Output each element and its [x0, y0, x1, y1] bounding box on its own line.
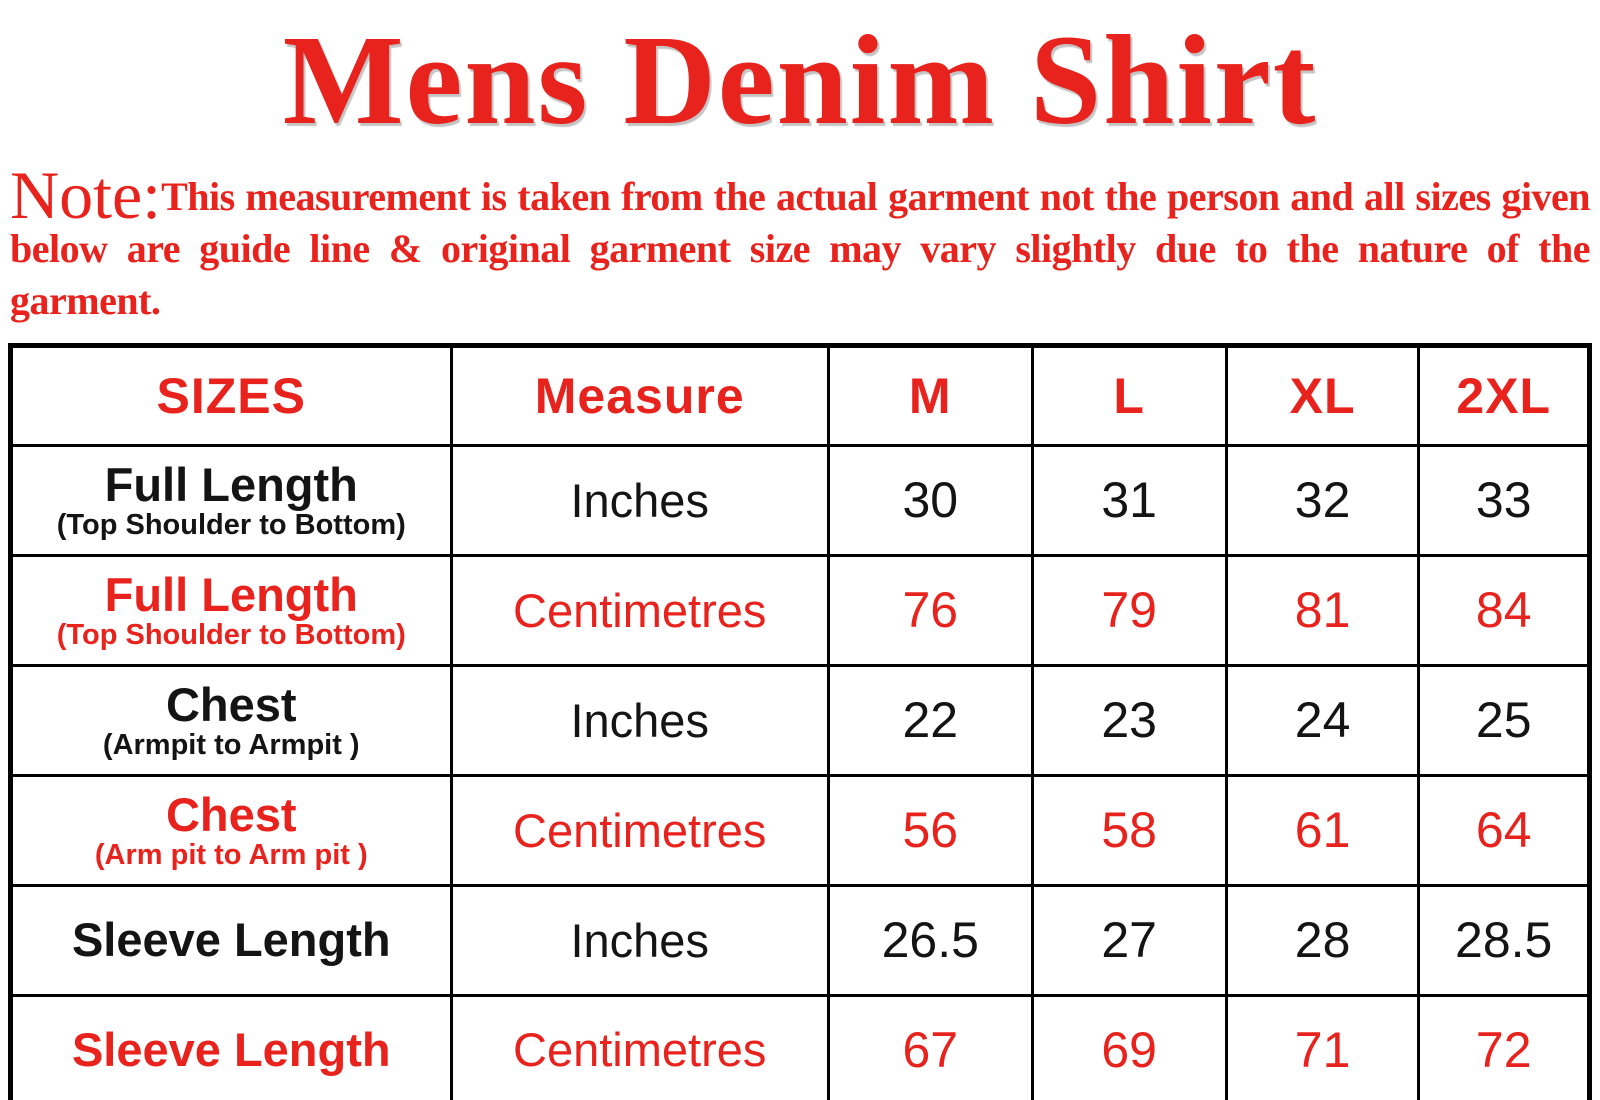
note-label: Note:: [10, 156, 162, 233]
value-cell-xl: 61: [1224, 773, 1421, 887]
row-sublabel: (Arm pit to Arm pit ): [94, 838, 368, 871]
value-cell-l: 31: [1030, 443, 1228, 557]
row-label-cell: Sleeve Length: [9, 993, 453, 1100]
table-row-sleeve-length-cm: Sleeve Length Centimetres 67 69 71 72: [9, 993, 1591, 1100]
row-label-cell: Full Length (Top Shoulder to Bottom): [9, 553, 453, 667]
column-header-l: L: [1030, 343, 1228, 447]
measure-cell: Centimetres: [449, 553, 830, 667]
value-cell-2xl: 72: [1417, 993, 1591, 1100]
row-label: Sleeve Length: [71, 913, 391, 967]
row-sublabel: (Armpit to Armpit ): [102, 728, 360, 761]
row-label: Full Length: [104, 458, 358, 512]
row-sublabel: (Top Shoulder to Bottom): [56, 508, 406, 541]
table-row-chest-cm: Chest (Arm pit to Arm pit ) Centimetres …: [9, 773, 1591, 887]
value-cell-2xl: 33: [1417, 443, 1591, 557]
value-cell-xl: 71: [1224, 993, 1421, 1100]
row-label: Sleeve Length: [71, 1022, 391, 1076]
value-cell-xl: 24: [1224, 663, 1421, 777]
value-cell-2xl: 25: [1417, 663, 1591, 777]
value-cell-2xl: 28.5: [1417, 883, 1591, 997]
column-header-xl: XL: [1224, 343, 1421, 447]
row-label: Chest: [165, 678, 297, 732]
value-cell-l: 79: [1030, 553, 1228, 667]
value-cell-m: 30: [826, 443, 1034, 557]
note-body: This measurement is taken from the actua…: [10, 173, 1591, 323]
value-cell-m: 56: [826, 773, 1034, 887]
column-header-measure: Measure: [449, 343, 830, 447]
value-cell-l: 23: [1030, 663, 1228, 777]
value-cell-xl: 32: [1224, 443, 1421, 557]
value-cell-xl: 81: [1224, 553, 1421, 667]
value-cell-m: 76: [826, 553, 1034, 667]
value-cell-l: 69: [1030, 993, 1228, 1100]
table-header-row: SIZES Measure M L XL 2XL: [9, 343, 1591, 447]
measure-cell: Inches: [449, 663, 830, 777]
table-row-full-length-cm: Full Length (Top Shoulder to Bottom) Cen…: [9, 553, 1591, 667]
value-cell-xl: 28: [1224, 883, 1421, 997]
measure-cell: Inches: [449, 883, 830, 997]
value-cell-m: 67: [826, 993, 1034, 1100]
row-label-cell: Full Length (Top Shoulder to Bottom): [9, 443, 453, 557]
value-cell-l: 27: [1030, 883, 1228, 997]
measure-cell: Inches: [449, 443, 830, 557]
row-label: Chest: [165, 788, 297, 842]
value-cell-m: 22: [826, 663, 1034, 777]
row-sublabel: (Top Shoulder to Bottom): [56, 618, 406, 651]
column-header-sizes: SIZES: [9, 343, 453, 447]
column-header-2xl: 2XL: [1417, 343, 1591, 447]
size-chart-table: SIZES Measure M L XL 2XL Full Length (To…: [8, 342, 1592, 1100]
row-label-cell: Sleeve Length: [9, 883, 453, 997]
measure-cell: Centimetres: [449, 773, 830, 887]
table-row-sleeve-length-inches: Sleeve Length Inches 26.5 27 28 28.5: [9, 883, 1591, 997]
note: Note:This measurement is taken from the …: [10, 161, 1591, 327]
row-label-cell: Chest (Arm pit to Arm pit ): [9, 773, 453, 887]
table-row-chest-inches: Chest (Armpit to Armpit ) Inches 22 23 2…: [9, 663, 1591, 777]
row-label-cell: Chest (Armpit to Armpit ): [9, 663, 453, 777]
measure-cell: Centimetres: [449, 993, 830, 1100]
page-title: Mens Denim Shirt: [282, 9, 1318, 151]
column-header-m: M: [826, 343, 1034, 447]
table-row-full-length-inches: Full Length (Top Shoulder to Bottom) Inc…: [9, 443, 1591, 557]
row-label: Full Length: [104, 568, 358, 622]
value-cell-l: 58: [1030, 773, 1228, 887]
value-cell-2xl: 64: [1417, 773, 1591, 887]
value-cell-2xl: 84: [1417, 553, 1591, 667]
value-cell-m: 26.5: [826, 883, 1034, 997]
